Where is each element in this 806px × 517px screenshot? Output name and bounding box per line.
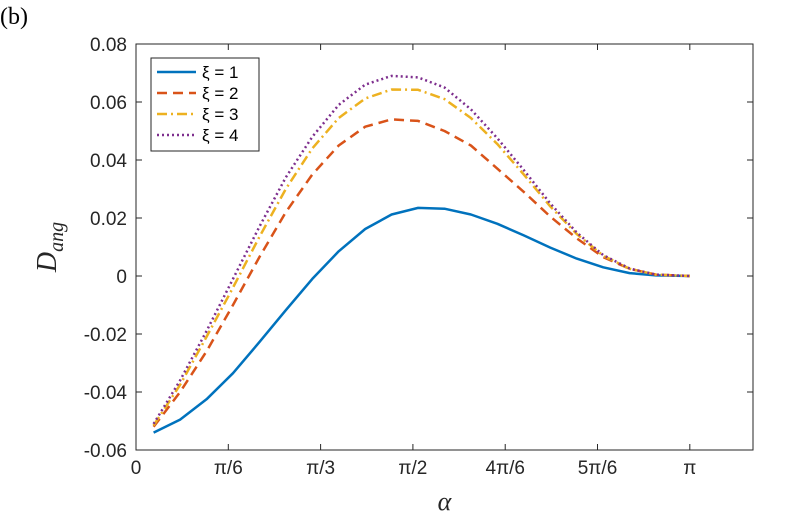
series-line-2: [152, 118, 690, 428]
axes-layer: [135, 43, 754, 451]
y-tick-label: 0: [116, 267, 127, 288]
legend-label-2: ξ = 2: [202, 84, 238, 103]
y-tick-labels: -0.06 -0.04 -0.02 0 0.02 0.04 0.06 0.08: [84, 35, 128, 462]
x-tick-labels: 0 π/6 π/3 π/2 4π/6 5π/6 π: [131, 458, 697, 479]
y-tick-label: -0.02: [84, 325, 127, 346]
y-axis-label-main: D: [32, 252, 63, 273]
series-line-1: [153, 206, 690, 434]
series-line-4: [152, 74, 690, 425]
x-tick-label: π/6: [214, 458, 243, 479]
y-tick-label: 0.06: [90, 93, 127, 114]
x-tick-label: 5π/6: [578, 458, 618, 479]
legend-label-3: ξ = 3: [202, 105, 238, 124]
series-layer: [152, 74, 690, 434]
y-axis-label-subscript: ang: [46, 222, 68, 252]
legend-label-1: ξ = 1: [202, 63, 238, 82]
x-tick-label: 4π/6: [485, 458, 525, 479]
axes-box: [135, 43, 754, 451]
x-axis-label: α: [438, 487, 453, 516]
legend: ξ = 1 ξ = 2 ξ = 3 ξ = 4: [150, 57, 260, 152]
x-tick-label: π: [683, 458, 696, 479]
y-tick-label: -0.04: [84, 383, 128, 404]
x-tick-label: π/3: [306, 458, 335, 479]
y-axis-label: Dang: [32, 222, 68, 273]
panel-label: (b): [0, 4, 28, 30]
y-tick-label: -0.06: [84, 441, 127, 462]
y-tick-label: 0.08: [90, 35, 127, 56]
y-tick-label: 0.04: [90, 151, 127, 172]
legend-label-4: ξ = 4: [202, 126, 238, 145]
y-tick-label: 0.02: [90, 209, 127, 230]
x-tick-label: 0: [131, 458, 142, 479]
x-tick-label: π/2: [398, 458, 427, 479]
